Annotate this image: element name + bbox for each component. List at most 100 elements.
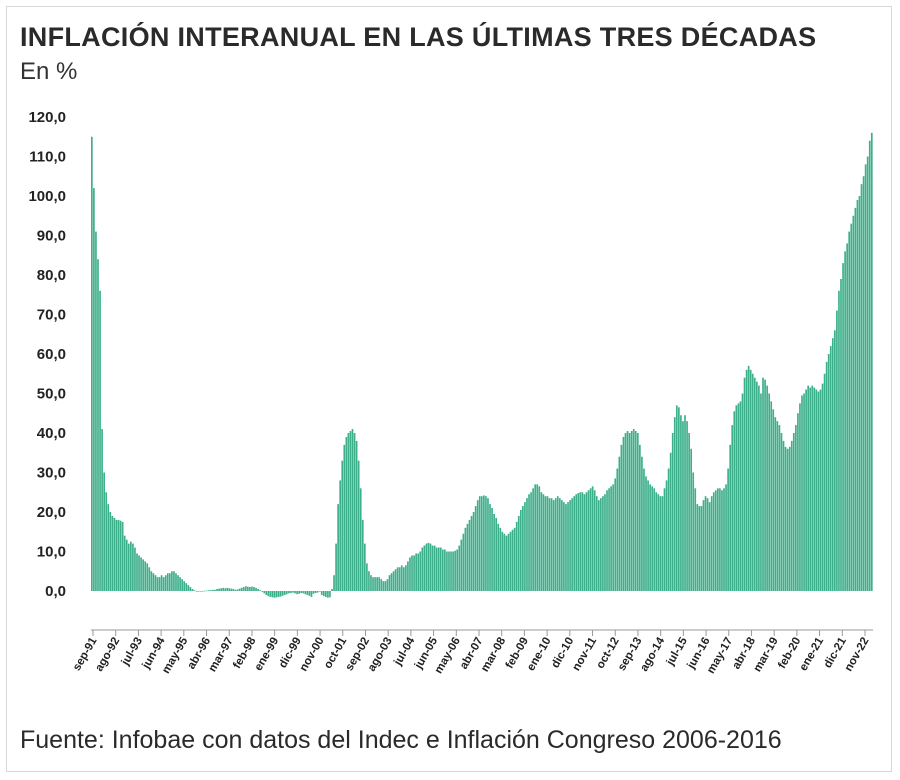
bar xyxy=(850,223,853,591)
bar xyxy=(799,403,801,592)
bar xyxy=(144,561,147,592)
bar xyxy=(831,338,834,591)
bar xyxy=(792,433,795,591)
bar xyxy=(329,591,331,598)
bar xyxy=(257,589,259,591)
bar xyxy=(259,590,261,591)
bar xyxy=(838,290,840,591)
bar xyxy=(864,164,867,591)
bar xyxy=(719,488,721,591)
bar xyxy=(651,486,654,591)
bar xyxy=(667,468,670,591)
bar xyxy=(803,393,805,591)
bar xyxy=(823,373,826,591)
bar xyxy=(446,551,448,591)
bar xyxy=(285,591,288,595)
bar xyxy=(306,591,309,595)
bar xyxy=(526,498,528,592)
bar xyxy=(821,383,824,592)
bar xyxy=(597,500,600,591)
bar xyxy=(275,591,278,598)
y-axis: 120,0 110,0 100,0 90,0 80,0 70,0 60,0 50,0 40,0 3… xyxy=(28,109,66,600)
bar xyxy=(236,589,239,591)
bar xyxy=(448,551,450,591)
bar xyxy=(366,563,368,591)
bar xyxy=(649,484,651,591)
bar xyxy=(333,575,335,591)
bar xyxy=(756,381,758,591)
bar xyxy=(593,490,596,591)
bar xyxy=(563,502,565,592)
bar xyxy=(665,480,668,591)
bar xyxy=(698,506,701,591)
bar xyxy=(363,543,366,591)
bar xyxy=(723,488,725,591)
bar xyxy=(419,551,422,591)
bar xyxy=(162,577,165,591)
bar xyxy=(725,484,727,591)
bar xyxy=(710,496,713,591)
bar xyxy=(532,488,534,591)
bar xyxy=(534,484,537,591)
bar xyxy=(805,389,807,591)
bar xyxy=(439,547,442,591)
bar xyxy=(511,529,514,591)
bar xyxy=(561,500,563,591)
bar xyxy=(464,527,467,591)
bar xyxy=(335,543,337,591)
bar xyxy=(337,504,339,591)
bar xyxy=(234,589,237,592)
bar xyxy=(425,543,428,591)
bar xyxy=(123,535,126,591)
bar xyxy=(870,132,873,592)
bar xyxy=(193,590,196,591)
bar xyxy=(487,498,489,592)
bar xyxy=(134,547,136,591)
bar xyxy=(421,547,424,591)
bar xyxy=(164,575,167,591)
bar xyxy=(372,577,374,591)
bar xyxy=(565,504,567,591)
bar xyxy=(717,488,719,591)
bar xyxy=(450,551,452,591)
bar xyxy=(214,589,216,592)
bar xyxy=(300,591,303,593)
y-tick-label: 50,0 xyxy=(37,386,66,403)
bar xyxy=(283,591,286,595)
bar xyxy=(91,136,93,591)
bar xyxy=(694,488,697,591)
bar xyxy=(766,385,768,591)
bar xyxy=(349,431,352,591)
bar xyxy=(807,385,809,591)
bar xyxy=(290,591,292,593)
bar xyxy=(704,496,707,591)
bar xyxy=(503,533,506,592)
bar xyxy=(273,591,276,598)
bar xyxy=(868,140,871,591)
bar xyxy=(772,409,775,591)
bar xyxy=(343,444,346,591)
bar xyxy=(429,543,432,591)
bar xyxy=(745,369,748,591)
bar xyxy=(146,563,149,591)
bar xyxy=(318,591,321,592)
bar xyxy=(721,490,723,591)
bar xyxy=(639,444,641,591)
bar xyxy=(472,512,475,591)
bar-chart: 120,0 110,0 100,0 90,0 80,0 70,0 60,0 50,0 40,0 3… xyxy=(28,109,873,676)
bar xyxy=(212,589,214,592)
bar xyxy=(152,573,155,592)
bar xyxy=(456,549,459,591)
bar xyxy=(682,421,684,591)
bar xyxy=(201,591,204,592)
bar xyxy=(493,513,495,592)
bar xyxy=(690,448,693,591)
bar xyxy=(606,490,608,591)
bar xyxy=(378,577,381,591)
bar xyxy=(142,559,144,591)
bar xyxy=(310,591,313,597)
y-tick-label: 100,0 xyxy=(28,188,66,205)
bar xyxy=(405,565,407,592)
bar xyxy=(185,583,188,591)
bar xyxy=(382,581,385,592)
